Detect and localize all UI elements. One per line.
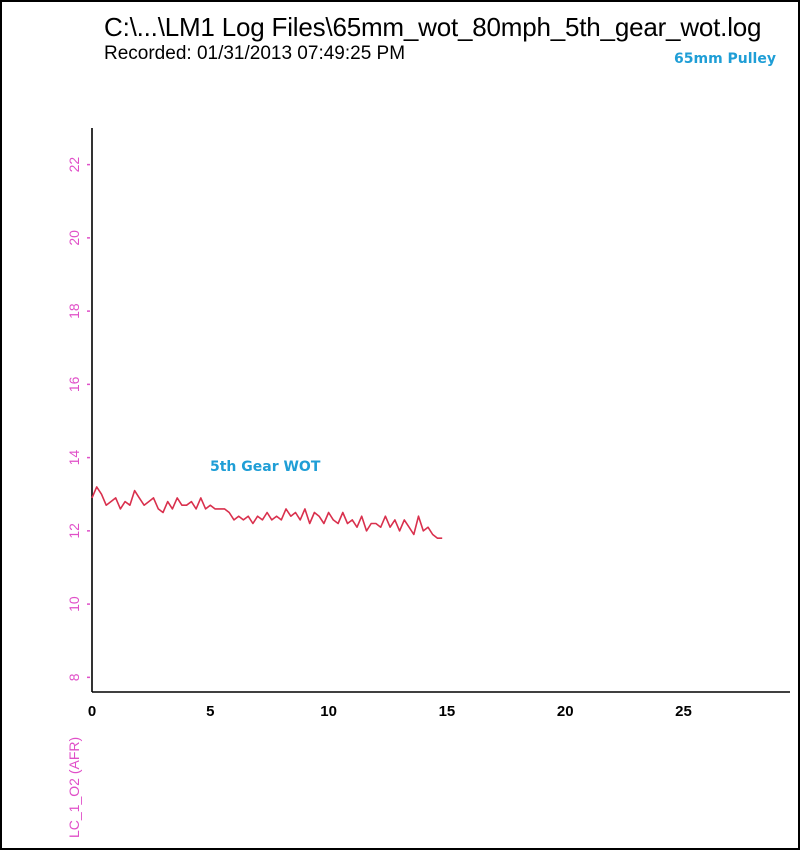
- y-tick-label: 10: [66, 596, 82, 612]
- afr-series-line: [91, 486, 443, 540]
- chart-title: C:\...\LM1 Log Files\65mm_wot_80mph_5th_…: [104, 12, 762, 42]
- y-tick-label: 14: [66, 450, 82, 466]
- y-tick-label: 8: [66, 673, 82, 681]
- y-tick-label: 22: [66, 157, 82, 173]
- x-tick-label: 5: [206, 703, 214, 720]
- x-tick-label: 15: [439, 703, 456, 720]
- pulley-annotation: 65mm Pulley: [674, 51, 776, 67]
- y-tick-label: 18: [66, 303, 82, 319]
- x-tick-label: 10: [320, 703, 337, 720]
- y-axis-label: LC_1_O2 (AFR): [66, 737, 82, 838]
- y-tick-label: 12: [66, 523, 82, 539]
- y-tick-label: 20: [66, 230, 82, 246]
- y-tick-label: 16: [66, 376, 82, 392]
- x-tick-label: 20: [557, 703, 574, 720]
- gear-annotation: 5th Gear WOT: [210, 459, 321, 475]
- recorded-timestamp: Recorded: 01/31/2013 07:49:25 PM: [104, 43, 406, 64]
- x-tick-label: 0: [88, 703, 96, 720]
- x-tick-label: 25: [675, 703, 692, 720]
